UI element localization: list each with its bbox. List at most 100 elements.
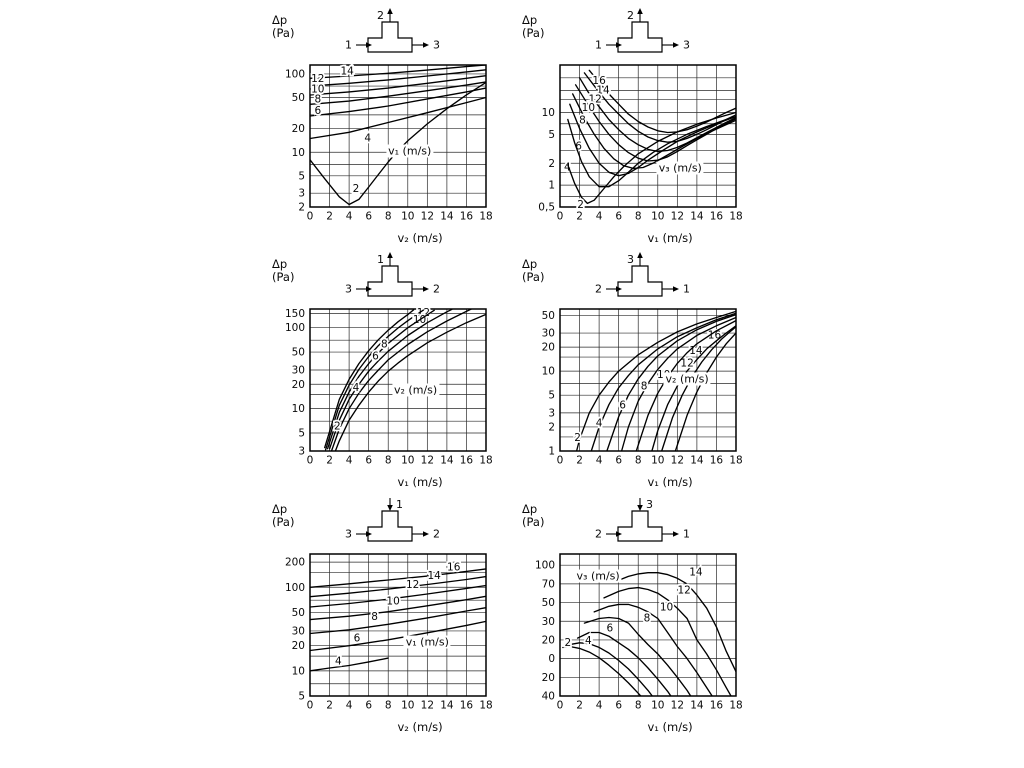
svg-text:18: 18 xyxy=(479,700,492,712)
svg-text:3: 3 xyxy=(646,498,653,511)
svg-text:5: 5 xyxy=(548,390,555,402)
svg-text:1: 1 xyxy=(396,498,403,511)
svg-text:70: 70 xyxy=(542,578,555,590)
chart-panel-6: Δp (Pa) 0 2 4 6 8 10 12 14 16 18 100 70 50 30 20 0 20 40 1… xyxy=(520,497,750,743)
svg-text:1: 1 xyxy=(548,180,555,192)
svg-text:10: 10 xyxy=(401,211,414,223)
svg-text:100: 100 xyxy=(285,68,305,80)
svg-text:18: 18 xyxy=(729,700,742,712)
svg-text:10: 10 xyxy=(401,700,414,712)
svg-text:4: 4 xyxy=(596,211,603,223)
svg-text:18: 18 xyxy=(479,211,492,223)
svg-text:50: 50 xyxy=(542,597,555,609)
svg-text:4: 4 xyxy=(596,455,603,467)
svg-text:100: 100 xyxy=(535,560,555,572)
svg-text:8: 8 xyxy=(635,455,642,467)
svg-text:6: 6 xyxy=(607,623,614,635)
svg-text:6: 6 xyxy=(372,351,379,363)
svg-text:2: 2 xyxy=(595,528,602,541)
svg-text:2: 2 xyxy=(326,211,333,223)
svg-text:4: 4 xyxy=(564,161,571,173)
delta-p-label: Δp xyxy=(272,13,288,27)
svg-text:2: 2 xyxy=(353,183,360,195)
svg-text:1: 1 xyxy=(548,446,555,458)
svg-text:10: 10 xyxy=(292,147,305,159)
svg-text:8: 8 xyxy=(381,338,388,350)
svg-text:8: 8 xyxy=(644,612,651,624)
svg-text:4: 4 xyxy=(346,211,353,223)
svg-text:2: 2 xyxy=(548,421,555,433)
svg-text:16: 16 xyxy=(592,75,606,87)
svg-text:2: 2 xyxy=(326,700,333,712)
svg-text:30: 30 xyxy=(542,616,555,628)
svg-text:3: 3 xyxy=(627,253,634,266)
svg-text:12: 12 xyxy=(677,584,690,596)
svg-text:3: 3 xyxy=(433,39,440,52)
svg-text:100: 100 xyxy=(285,582,305,594)
svg-text:18: 18 xyxy=(729,455,742,467)
svg-text:14: 14 xyxy=(427,570,441,582)
svg-text:0: 0 xyxy=(307,455,314,467)
svg-text:16: 16 xyxy=(710,455,724,467)
svg-text:2: 2 xyxy=(377,9,384,22)
x-axis-label: v₁ (m/s) xyxy=(397,475,443,489)
svg-text:2: 2 xyxy=(433,283,440,296)
pa-unit-label: (Pa) xyxy=(272,515,295,529)
svg-text:6: 6 xyxy=(365,211,372,223)
svg-text:10: 10 xyxy=(386,595,399,607)
svg-text:10: 10 xyxy=(311,84,324,96)
svg-text:14: 14 xyxy=(689,567,703,579)
svg-text:10: 10 xyxy=(292,665,305,677)
svg-text:20: 20 xyxy=(292,379,305,391)
svg-text:16: 16 xyxy=(460,455,474,467)
chart-panel-2: Δp (Pa) 0 2 4 6 8 10 12 14 16 18 10 5 2 1 0,5 16 14 12 10 8… xyxy=(520,8,750,254)
svg-text:10: 10 xyxy=(582,102,595,114)
svg-text:4: 4 xyxy=(353,382,360,394)
svg-text:8: 8 xyxy=(579,114,586,126)
svg-text:8: 8 xyxy=(385,211,392,223)
svg-text:8: 8 xyxy=(371,611,378,623)
svg-text:2: 2 xyxy=(334,421,341,433)
svg-text:12: 12 xyxy=(421,455,434,467)
yaxis-title: Δp (Pa) xyxy=(272,14,294,40)
svg-text:18: 18 xyxy=(479,455,492,467)
yaxis-title: Δp (Pa) xyxy=(522,14,544,40)
chart-5-svg: 0 2 4 6 8 10 12 14 16 182001005030201051614121086… xyxy=(285,497,493,712)
svg-text:6: 6 xyxy=(615,700,622,712)
x-axis-label: v₁ (m/s) xyxy=(647,475,693,489)
param-axis-label: v₂ (m/s) xyxy=(392,383,440,397)
svg-text:50: 50 xyxy=(292,607,305,619)
delta-p-label: Δp xyxy=(522,13,538,27)
svg-text:3: 3 xyxy=(683,39,690,52)
svg-text:2: 2 xyxy=(548,158,555,170)
svg-text:4: 4 xyxy=(596,700,603,712)
svg-text:5: 5 xyxy=(298,428,305,440)
svg-text:20: 20 xyxy=(292,123,305,135)
svg-text:3: 3 xyxy=(345,528,352,541)
chart-6-svg: 0 2 4 6 8 10 12 14 16 181007050302002040141210864… xyxy=(535,497,743,712)
delta-p-label: Δp xyxy=(272,257,288,271)
yaxis-title: Δp (Pa) xyxy=(522,258,544,284)
svg-text:8: 8 xyxy=(641,381,648,393)
x-axis-label: v₂ (m/s) xyxy=(397,720,443,734)
svg-text:2: 2 xyxy=(576,455,583,467)
pa-unit-label: (Pa) xyxy=(272,26,295,40)
svg-text:14: 14 xyxy=(690,211,704,223)
svg-text:8: 8 xyxy=(635,211,642,223)
svg-text:6: 6 xyxy=(575,141,582,153)
svg-text:150: 150 xyxy=(285,308,305,320)
svg-text:12: 12 xyxy=(406,579,419,591)
yaxis-title: Δp (Pa) xyxy=(272,503,294,529)
svg-text:50: 50 xyxy=(292,347,305,359)
svg-text:14: 14 xyxy=(689,345,703,357)
svg-text:10: 10 xyxy=(401,455,414,467)
svg-text:4: 4 xyxy=(346,700,353,712)
svg-text:0: 0 xyxy=(557,211,564,223)
svg-text:16: 16 xyxy=(710,700,724,712)
x-axis-label: v₁ (m/s) xyxy=(647,231,693,245)
svg-text:0: 0 xyxy=(307,211,314,223)
pa-unit-label: (Pa) xyxy=(272,270,295,284)
svg-text:12: 12 xyxy=(421,211,434,223)
